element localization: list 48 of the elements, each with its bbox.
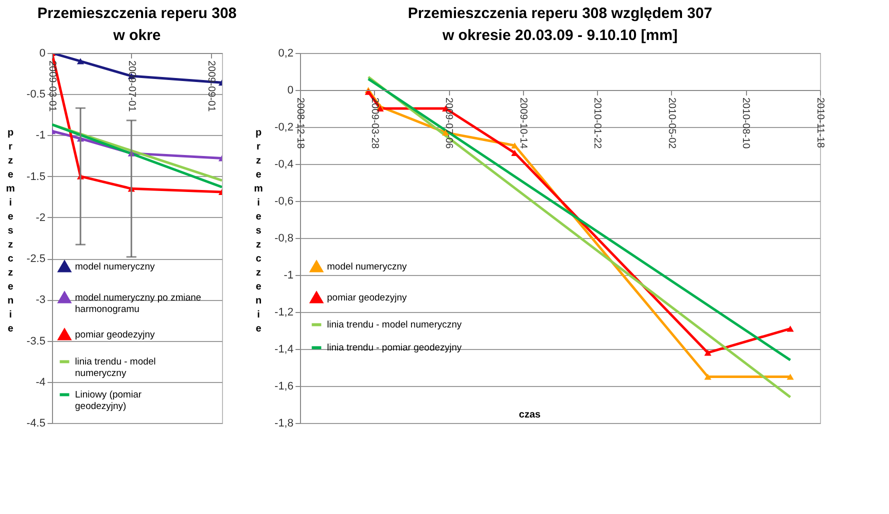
legend-label: model numeryczny: [75, 262, 155, 273]
y-tick-label: -0.5: [26, 88, 46, 101]
y-tick-label: -1.5: [26, 170, 46, 183]
x-tick-label: 2009-03-28: [368, 98, 380, 150]
chart-subtitle: w okresie 20.03.09 - 9.10.10 [mm]: [441, 27, 678, 44]
chart-title: Przemieszczenia reperu 308: [37, 5, 237, 22]
x-tick-label: 2010-08-10: [740, 98, 752, 150]
legend-label: Liniowy (pomiar geodezyjny): [75, 390, 142, 412]
y-tick-label: -2.5: [26, 253, 46, 266]
legend-label: pomiar geodezyjny: [327, 292, 407, 304]
x-tick-label: 2010-11-18: [814, 98, 826, 148]
chart-subtitle: w okre: [112, 27, 161, 44]
y-tick-label: -0,2: [274, 122, 294, 134]
legend-label: linia trendu - model numeryczny: [75, 356, 156, 380]
x-tick-label: 2009-10-14: [517, 98, 528, 150]
y-tick-label: -2: [36, 212, 46, 224]
y-tick-label: -1,6: [274, 380, 294, 392]
legend-label: linia trendu - pomiar geodezyjny: [327, 342, 462, 354]
x-tick-label: 2009-07-06: [443, 98, 454, 150]
y-tick-label: -4: [36, 376, 46, 388]
y-tick-label: 0,2: [278, 48, 294, 60]
x-tick-label: 2009-09-01: [205, 60, 216, 112]
y-tick-label: -0,8: [274, 232, 294, 244]
text: przemieszczenie: [6, 128, 15, 334]
y-tick-label: -0,4: [274, 158, 294, 170]
y-tick-label: -0,6: [274, 196, 294, 208]
y-tick-label: 0: [287, 84, 294, 96]
x-tick-label: 2010-05-02: [666, 98, 677, 150]
y-tick-label: -1: [284, 270, 294, 282]
y-tick-label: -4.5: [26, 418, 46, 430]
legend-label: model numeryczny: [327, 262, 407, 273]
x-tick-label: 2009-03-01: [46, 60, 58, 112]
y-tick-label: -1,4: [274, 344, 294, 356]
legend-label: pomiar geodezyjny: [75, 330, 155, 341]
y-tick-label: -3: [36, 294, 46, 306]
y-tick-label: -1,8: [274, 418, 294, 430]
text: przemieszczenie: [254, 128, 263, 334]
x-tick-label: 2008-12-18: [294, 98, 306, 150]
x-tick-label: 2010-01-22: [592, 98, 603, 150]
y-tick-label: -1,2: [274, 306, 294, 318]
x-tick-label: 2009-07-01: [126, 60, 137, 112]
x-axis-title: czas: [518, 410, 542, 420]
y-tick-label: -3.5: [26, 335, 46, 348]
legend-label: linia trendu - model numeryczny: [327, 320, 462, 331]
y-tick-label: -1: [36, 130, 46, 142]
legend-label: model numeryczny po zmiane harmonogramu: [75, 292, 202, 316]
y-tick-label: 0: [39, 48, 46, 60]
chart-title: Przemieszczenia reperu 308 względem 307: [408, 5, 712, 22]
